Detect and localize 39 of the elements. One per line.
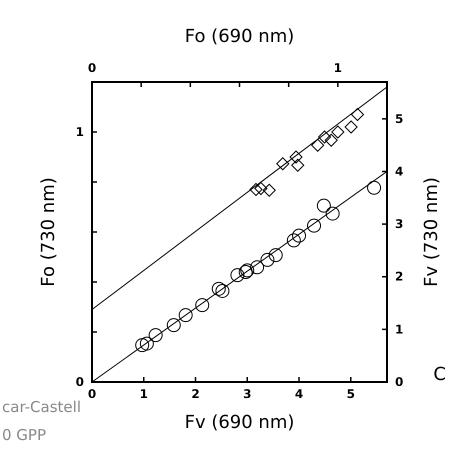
point	[135, 338, 150, 352]
x-tick-label: 2	[191, 387, 200, 401]
point	[316, 198, 331, 213]
x2-tick-label: 1	[334, 61, 342, 75]
point	[148, 328, 163, 342]
y2-tick-label: 3	[395, 217, 404, 232]
point	[250, 260, 264, 274]
point	[292, 228, 306, 243]
point	[307, 218, 322, 233]
point	[268, 248, 283, 262]
x-axis-title: Fv (690 nm)	[184, 412, 294, 433]
y2-tick-label: 0	[395, 375, 404, 389]
x-tick-label: 5	[346, 387, 355, 401]
text: C	[433, 364, 446, 385]
point	[178, 308, 193, 322]
point	[326, 206, 340, 221]
point	[367, 180, 382, 195]
x2-tick-label: 0	[88, 61, 96, 75]
y2-tick-label: 2	[395, 270, 404, 284]
x-tick-label: 4	[294, 387, 304, 401]
point	[286, 233, 301, 248]
x-tick-label: 1	[140, 387, 148, 401]
y-axis-title: Fo (730 nm)	[38, 177, 59, 287]
y2-axis-title: Fv (730 nm)	[421, 177, 442, 287]
point	[195, 298, 210, 312]
point	[230, 268, 244, 282]
point	[140, 336, 154, 351]
x-tick-label: 3	[243, 387, 252, 401]
point	[166, 318, 181, 332]
y2-tick-label: 1	[395, 322, 404, 336]
point	[212, 282, 226, 296]
x2-axis-title: Fo (690 nm)	[184, 26, 294, 47]
point	[260, 252, 274, 267]
text: 0 GPP	[2, 426, 46, 444]
point	[215, 284, 230, 298]
text: car-Castell	[2, 398, 81, 416]
x-tick-label: 0	[88, 387, 96, 401]
y2-tick-label: 5	[395, 112, 404, 126]
y2-tick-label: 4	[395, 164, 404, 178]
